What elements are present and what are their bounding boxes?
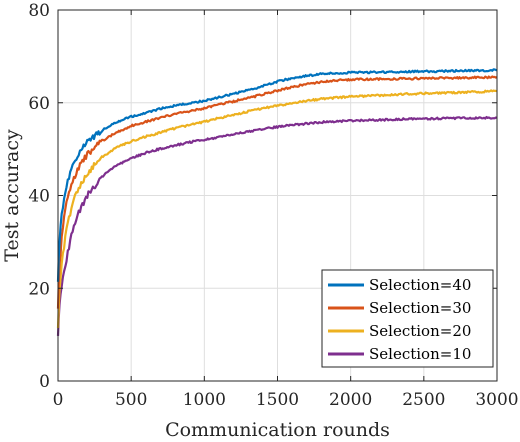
y-tick-label: 40 [28, 187, 50, 207]
y-axis-label: Test accuracy [1, 129, 23, 262]
tick-labels: 0 500 1000 1500 2000 2500 3000 0 20 40 60 80 [28, 1, 518, 410]
y-tick-label: 80 [28, 1, 50, 21]
y-tick-label: 20 [28, 279, 50, 299]
series-line-selection-40 [56, 68, 498, 282]
legend-entry: Selection=40 [369, 276, 471, 294]
legend: Selection=40 Selection=30 Selection=20 Sele… [321, 269, 494, 368]
x-tick-label: 2500 [402, 390, 445, 410]
y-tick-label: 60 [28, 94, 50, 114]
x-tick-label: 1500 [256, 390, 299, 410]
series-lines [56, 68, 498, 336]
x-tick-label: 1000 [183, 390, 226, 410]
axis-ticks [57, 9, 498, 382]
x-tick-label: 500 [115, 390, 147, 410]
legend-entry: Selection=30 [369, 299, 471, 317]
legend-entry: Selection=10 [369, 345, 471, 363]
x-tick-label: 2000 [329, 390, 372, 410]
series-line-selection-30 [56, 75, 498, 309]
x-tick-label: 3000 [475, 390, 518, 410]
legend-entry: Selection=20 [369, 322, 471, 340]
x-axis-label: Communication rounds [165, 419, 390, 441]
series-line-selection-20 [56, 89, 498, 329]
series-line-selection-10 [56, 115, 497, 336]
x-tick-label: 0 [53, 390, 64, 410]
y-tick-label: 0 [39, 372, 50, 392]
